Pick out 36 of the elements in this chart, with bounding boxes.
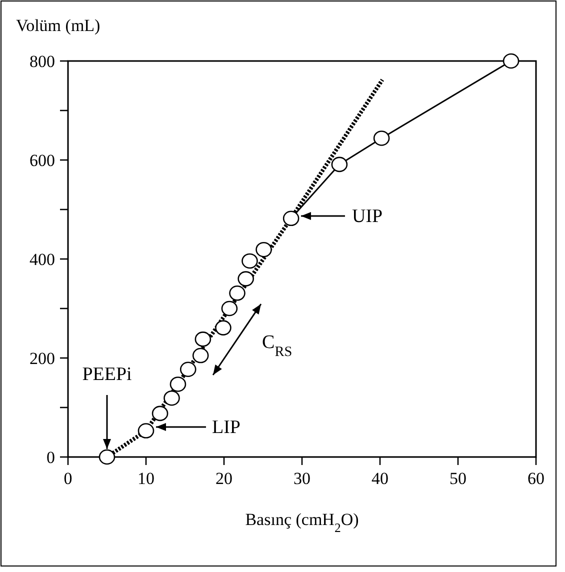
point (242, 253, 258, 269)
point (215, 320, 232, 336)
point (170, 376, 186, 392)
y-tick-label: 600 (30, 151, 55, 170)
point (238, 271, 254, 286)
x-tick-label: 20 (216, 469, 232, 488)
annotation: UIP (352, 206, 383, 227)
point (192, 348, 209, 364)
point (331, 156, 348, 172)
point (152, 406, 168, 422)
y-axis-title: Volüm (mL) (16, 16, 100, 35)
point (282, 210, 300, 226)
point (256, 242, 272, 258)
point (194, 332, 212, 347)
y-tick-label: 800 (30, 52, 55, 71)
point (229, 286, 246, 301)
x-tick-label: 0 (64, 469, 72, 488)
point (373, 130, 390, 146)
x-tick-label: 40 (372, 469, 388, 488)
point (221, 300, 238, 316)
annotation: C$_{RS}$ (262, 332, 292, 360)
point (180, 362, 196, 378)
x-tick-label: 60 (528, 469, 544, 488)
x-axis-title: Basınç (cmH$_{2}$O) (245, 510, 359, 535)
point (98, 449, 116, 465)
annotation: LIP (212, 417, 240, 438)
y-tick-label: 400 (30, 250, 55, 269)
point (138, 423, 154, 438)
point (164, 390, 180, 406)
y-tick-label: 200 (30, 349, 55, 368)
x-tick-label: 30 (294, 469, 310, 488)
y-tick-label: 0 (46, 448, 55, 467)
x-tick-label: 50 (450, 469, 466, 488)
annotation: PEEPi (82, 364, 132, 385)
x-tick-label: 10 (138, 469, 154, 488)
point (502, 53, 520, 69)
